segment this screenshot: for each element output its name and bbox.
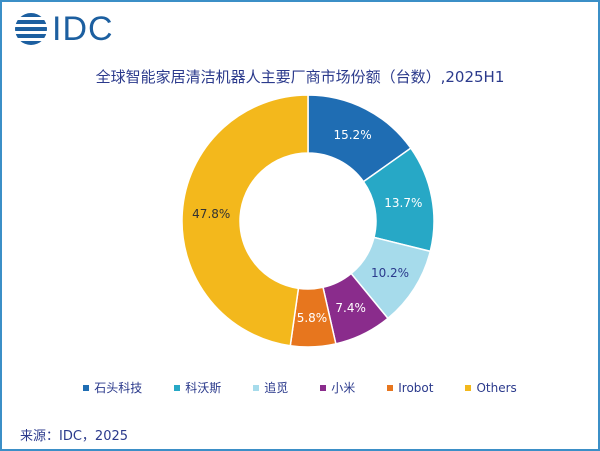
legend-label: Others	[476, 380, 517, 395]
legend-item: 石头科技	[83, 379, 142, 396]
legend-item: 小米	[320, 379, 355, 396]
legend-label: 科沃斯	[185, 381, 222, 395]
data-label: 7.4%	[335, 301, 366, 315]
legend-item: 科沃斯	[174, 379, 221, 396]
legend-label: 小米	[331, 381, 356, 395]
chart-title: 全球智能家居清洁机器人主要厂商市场份额（台数）,2025H1	[95, 68, 505, 86]
globe-icon	[15, 13, 47, 45]
legend-item: Irobot	[387, 379, 433, 396]
logo-text: IDC	[52, 10, 114, 48]
data-label: 5.8%	[297, 311, 328, 325]
data-label: 15.2%	[333, 128, 371, 142]
legend-swatch	[174, 384, 181, 391]
idc-logo: IDC	[14, 12, 114, 46]
legend-swatch	[83, 384, 90, 391]
legend-swatch	[465, 384, 472, 391]
legend-label: 石头科技	[94, 381, 143, 395]
data-label: 47.8%	[192, 207, 230, 221]
legend-label: Irobot	[398, 380, 434, 395]
source-note: 来源：IDC，2025	[20, 429, 129, 444]
legend-swatch	[253, 384, 260, 391]
legend-swatch	[387, 384, 394, 391]
legend-item: 追觅	[253, 379, 288, 396]
legend-item: Others	[465, 379, 517, 396]
legend: 石头科技 科沃斯 追觅 小米 Irobot Others	[0, 379, 600, 396]
data-label: 10.2%	[371, 266, 409, 280]
slice-5	[181, 94, 309, 347]
legend-label: 追觅	[264, 381, 289, 395]
legend-swatch	[320, 384, 327, 391]
data-label: 13.7%	[384, 196, 422, 210]
